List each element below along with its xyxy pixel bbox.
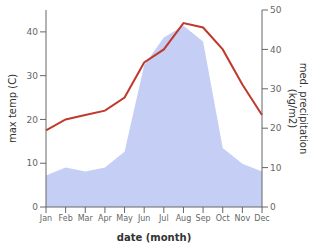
svg-text:30: 30 (27, 71, 39, 81)
svg-text:Jun: Jun (137, 214, 151, 223)
svg-text:date (month): date (month) (117, 232, 191, 243)
svg-text:50: 50 (270, 5, 282, 15)
svg-text:Oct: Oct (216, 214, 230, 223)
svg-text:40: 40 (27, 27, 39, 37)
svg-text:10: 10 (270, 163, 282, 173)
svg-text:0: 0 (270, 202, 276, 212)
svg-text:20: 20 (270, 123, 282, 133)
svg-text:Aug: Aug (176, 214, 192, 223)
svg-text:30: 30 (270, 84, 282, 94)
svg-text:Nov: Nov (235, 214, 251, 223)
svg-text:Jul: Jul (158, 214, 169, 223)
svg-text:Jan: Jan (39, 214, 52, 223)
svg-text:Apr: Apr (98, 214, 113, 223)
svg-text:0: 0 (32, 202, 38, 212)
svg-text:Feb: Feb (59, 214, 73, 223)
svg-text:max temp (C): max temp (C) (8, 74, 18, 143)
svg-text:10: 10 (27, 158, 39, 168)
svg-text:20: 20 (27, 115, 39, 125)
svg-text:May: May (116, 214, 133, 223)
svg-text:Sep: Sep (196, 214, 211, 223)
svg-text:Dec: Dec (254, 214, 269, 223)
svg-text:med. precipitation(kg/m2): med. precipitation(kg/m2) (288, 63, 310, 155)
svg-text:40: 40 (270, 45, 282, 55)
svg-text:Mar: Mar (78, 214, 94, 223)
